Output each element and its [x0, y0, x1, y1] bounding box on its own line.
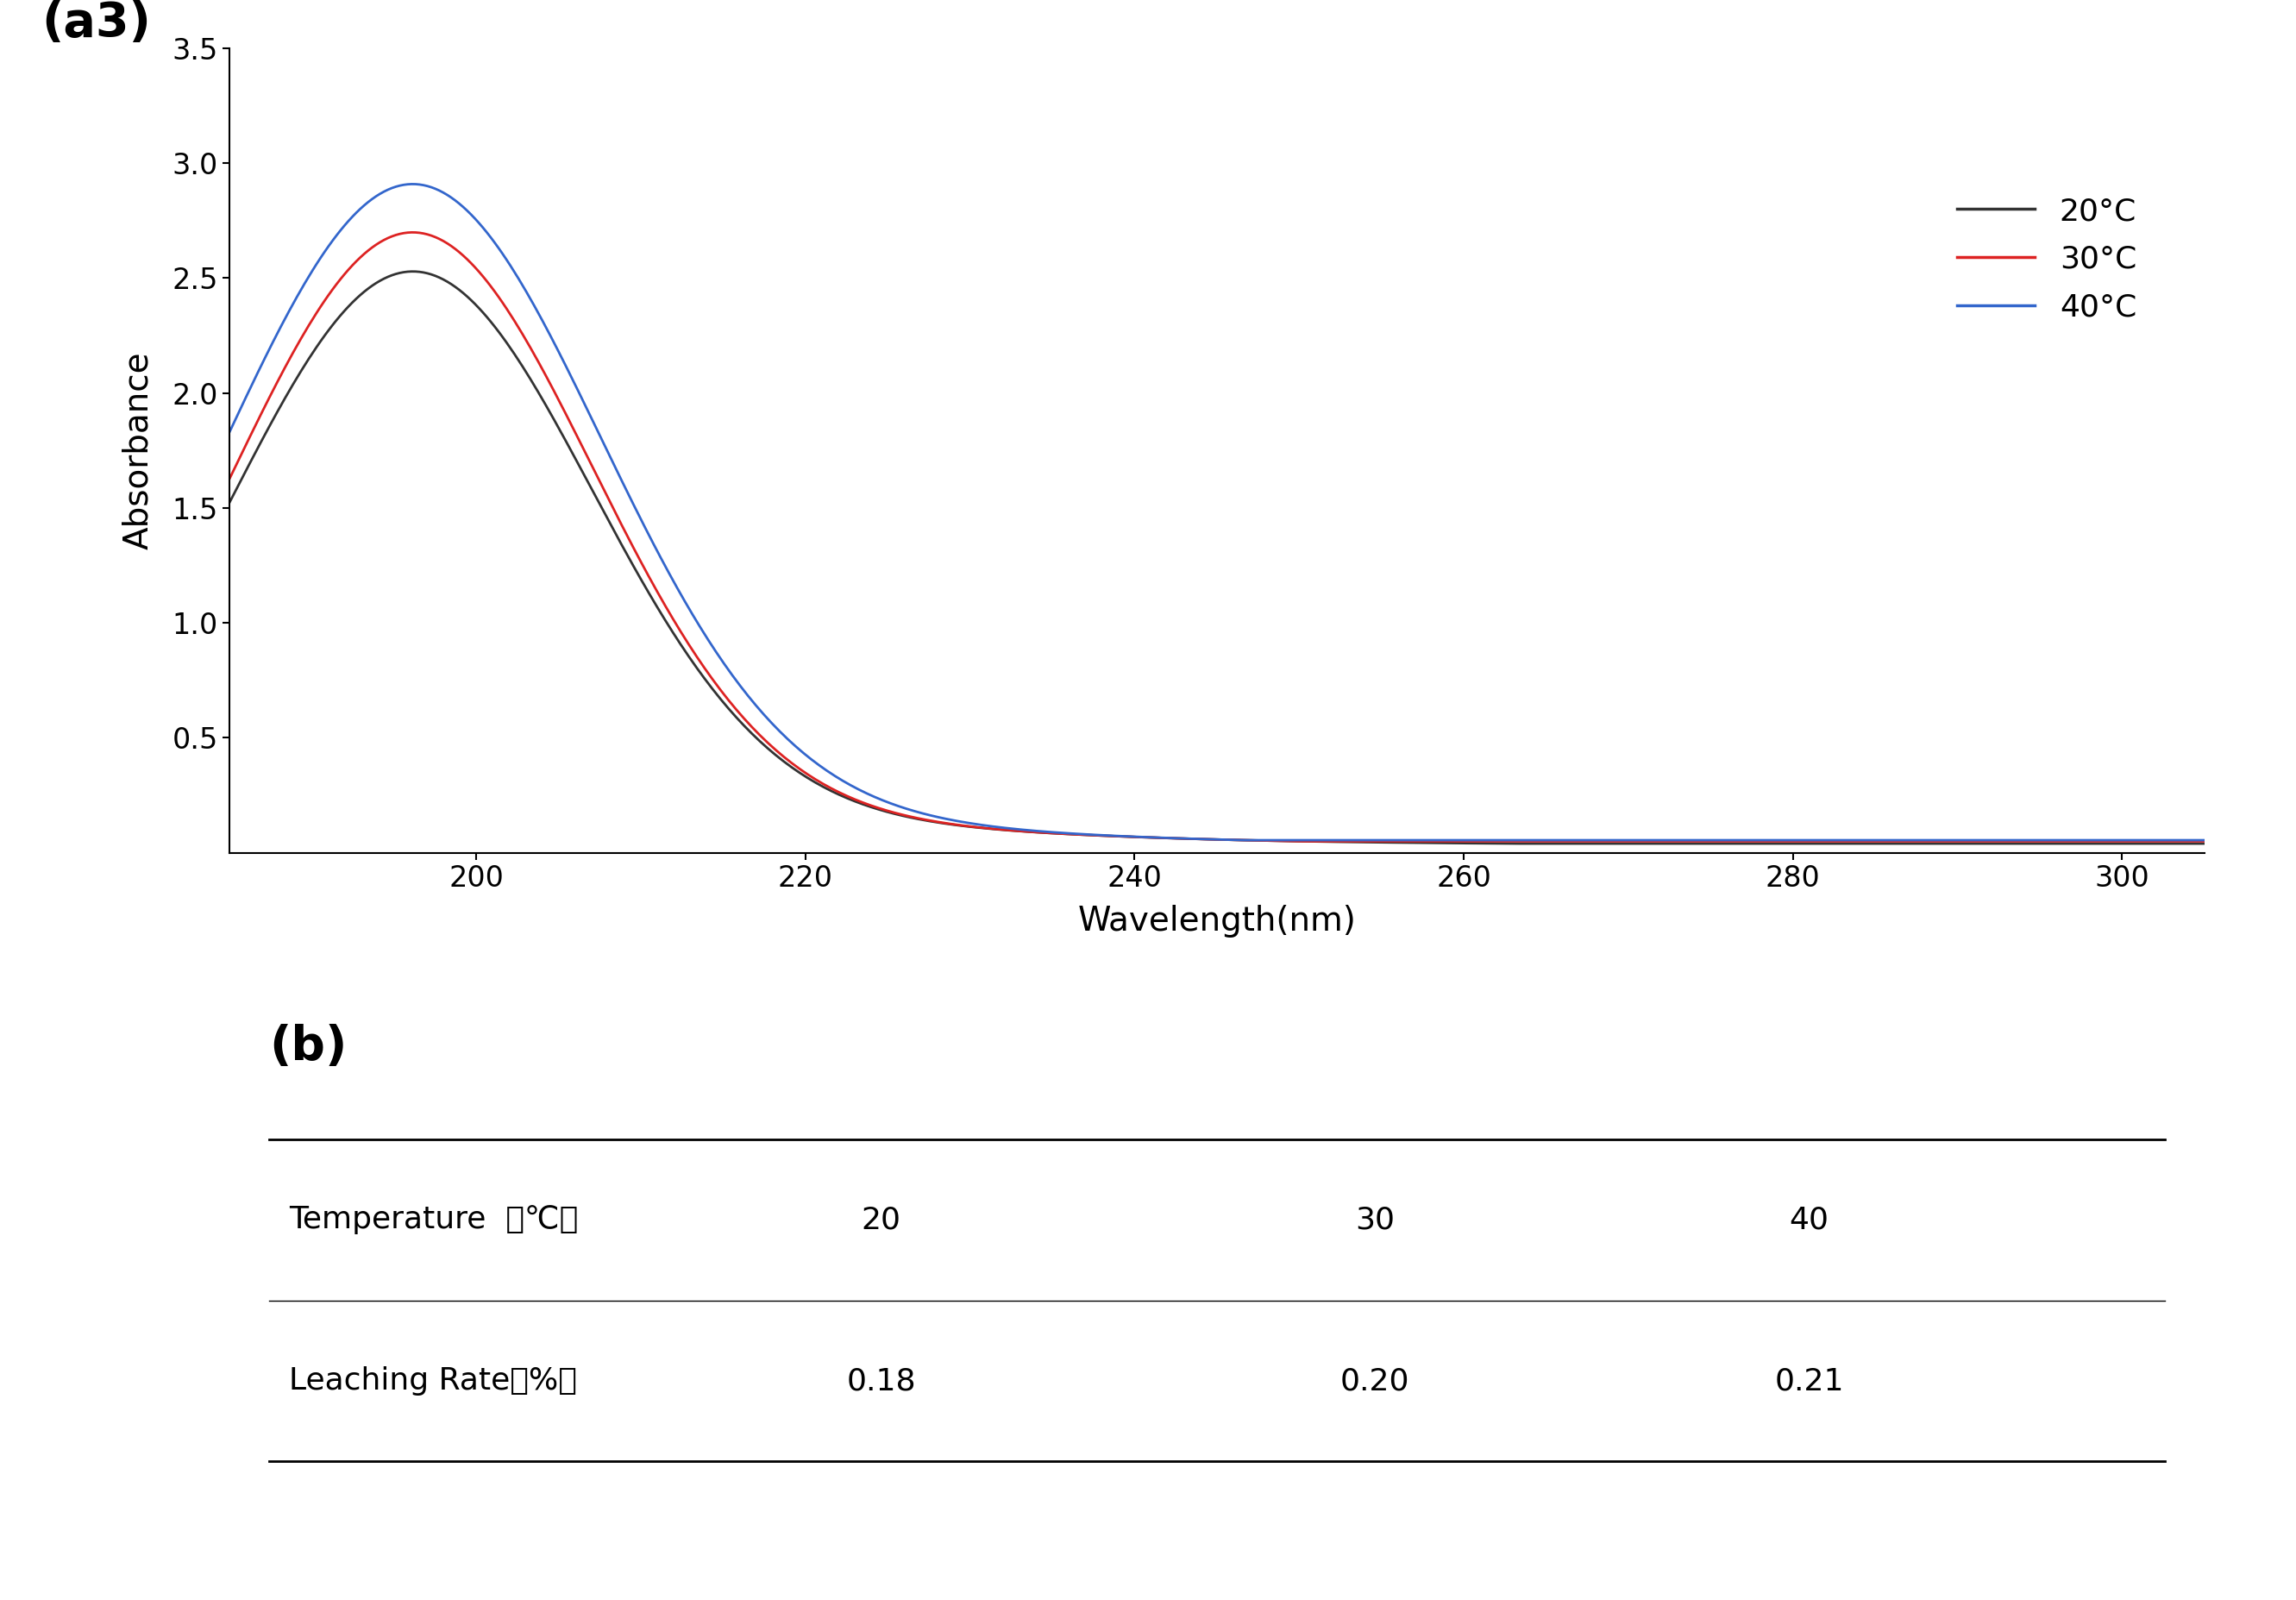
20°C — [1497, 834, 1525, 853]
30°C — [1288, 832, 1316, 851]
Text: (a3): (a3) — [41, 0, 152, 46]
30°C — [1169, 829, 1196, 848]
Line: 40°C: 40°C — [230, 184, 2204, 840]
40°C — [1157, 829, 1185, 848]
20°C — [1157, 829, 1185, 848]
40°C — [216, 422, 243, 442]
30°C — [1157, 829, 1185, 848]
30°C — [2151, 832, 2179, 851]
Legend: 20°C, 30°C, 40°C: 20°C, 30°C, 40°C — [1945, 184, 2149, 334]
20°C — [1396, 834, 1424, 853]
20°C — [216, 493, 243, 512]
30°C — [1398, 832, 1426, 851]
Y-axis label: Absorbance: Absorbance — [122, 352, 154, 549]
Text: 30: 30 — [1355, 1205, 1394, 1235]
40°C — [1398, 830, 1426, 850]
40°C — [1169, 829, 1196, 848]
Text: (b): (b) — [269, 1024, 347, 1070]
Line: 20°C: 20°C — [230, 272, 2204, 843]
Text: Leaching Rate（%）: Leaching Rate（%） — [289, 1366, 576, 1395]
X-axis label: Wavelength(nm): Wavelength(nm) — [1077, 904, 1357, 938]
30°C — [1841, 832, 1869, 851]
40°C — [1293, 830, 1320, 850]
40°C — [1841, 830, 1869, 850]
20°C — [2151, 834, 2179, 853]
30°C — [1293, 832, 1320, 851]
30°C — [397, 222, 425, 242]
40°C — [2190, 830, 2218, 850]
40°C — [1233, 830, 1261, 850]
Text: Temperature  （℃）: Temperature （℃） — [289, 1205, 579, 1235]
Text: 20: 20 — [861, 1205, 900, 1235]
40°C — [397, 174, 425, 194]
Text: 0.18: 0.18 — [847, 1366, 916, 1395]
20°C — [1288, 832, 1316, 851]
Text: 0.21: 0.21 — [1775, 1366, 1844, 1395]
20°C — [397, 262, 425, 282]
20°C — [1841, 834, 1869, 853]
Text: 0.20: 0.20 — [1341, 1366, 1410, 1395]
30°C — [2190, 832, 2218, 851]
Line: 30°C: 30°C — [230, 232, 2204, 842]
40°C — [2151, 830, 2179, 850]
Text: 40: 40 — [1789, 1205, 1830, 1235]
30°C — [216, 469, 243, 488]
20°C — [2190, 834, 2218, 853]
20°C — [1169, 829, 1196, 848]
